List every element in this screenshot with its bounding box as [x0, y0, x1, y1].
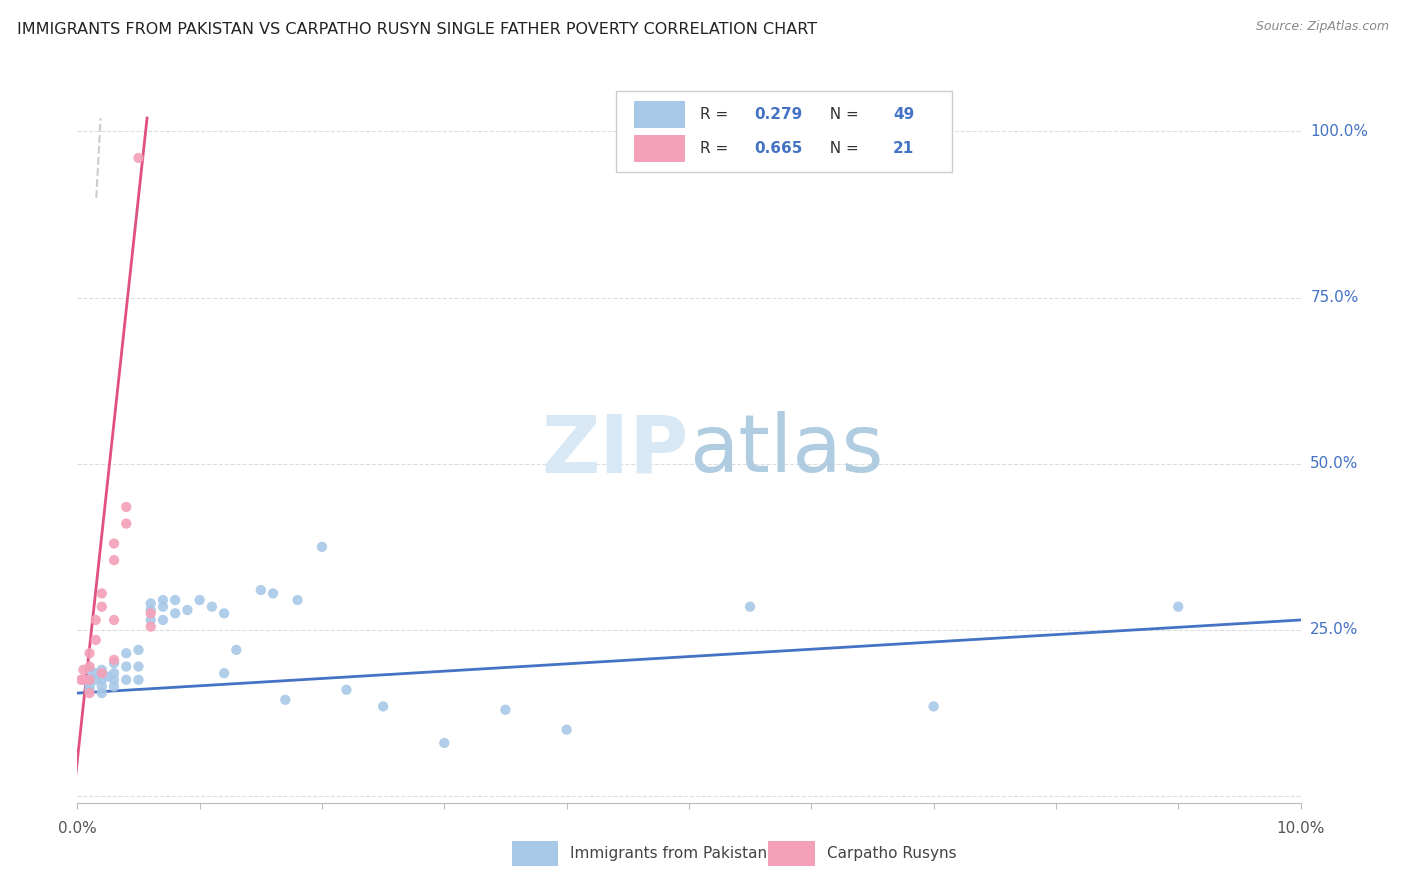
Point — [84, 632, 107, 647]
Point — [90, 663, 112, 677]
Point — [79, 682, 101, 697]
Text: 49: 49 — [893, 107, 914, 122]
Point — [311, 540, 333, 554]
Point — [90, 599, 112, 614]
Point — [139, 607, 162, 621]
Text: IMMIGRANTS FROM PAKISTAN VS CARPATHO RUSYN SINGLE FATHER POVERTY CORRELATION CHA: IMMIGRANTS FROM PAKISTAN VS CARPATHO RUS… — [17, 22, 817, 37]
Point — [335, 682, 357, 697]
Point — [127, 151, 149, 165]
Point — [225, 643, 247, 657]
Text: 50.0%: 50.0% — [1310, 456, 1358, 471]
Point — [139, 619, 162, 633]
Text: 0.0%: 0.0% — [58, 822, 97, 837]
Point — [103, 553, 125, 567]
Point — [103, 653, 125, 667]
Point — [103, 673, 125, 687]
Text: Carpatho Rusyns: Carpatho Rusyns — [827, 846, 957, 861]
Point — [90, 666, 112, 681]
Point — [84, 666, 107, 681]
Point — [115, 516, 138, 531]
Point — [127, 659, 149, 673]
Text: 25.0%: 25.0% — [1310, 623, 1358, 638]
Point — [84, 613, 107, 627]
Point — [90, 686, 112, 700]
Text: Immigrants from Pakistan: Immigrants from Pakistan — [571, 846, 768, 861]
Text: N =: N = — [820, 141, 863, 155]
Point — [152, 613, 174, 627]
Text: R =: R = — [700, 141, 733, 155]
Point — [97, 669, 120, 683]
Point — [79, 673, 101, 687]
Point — [72, 673, 94, 687]
Text: 75.0%: 75.0% — [1310, 290, 1358, 305]
Point — [262, 586, 284, 600]
Point — [90, 680, 112, 694]
Point — [212, 666, 235, 681]
Point — [287, 593, 309, 607]
Point — [152, 593, 174, 607]
Point — [115, 659, 138, 673]
Text: 10.0%: 10.0% — [1277, 822, 1324, 837]
Point — [555, 723, 578, 737]
Point — [103, 666, 125, 681]
Point — [79, 686, 101, 700]
Point — [79, 659, 101, 673]
Point — [922, 699, 945, 714]
Point — [188, 593, 211, 607]
Point — [72, 673, 94, 687]
Point — [165, 593, 187, 607]
Point — [165, 607, 187, 621]
Point — [79, 663, 101, 677]
Text: 0.279: 0.279 — [754, 107, 801, 122]
Point — [79, 646, 101, 660]
Point — [115, 673, 138, 687]
Point — [495, 703, 517, 717]
Text: N =: N = — [820, 107, 863, 122]
Text: atlas: atlas — [689, 411, 883, 490]
Point — [115, 646, 138, 660]
Point — [90, 673, 112, 687]
Point — [201, 599, 224, 614]
Point — [212, 607, 235, 621]
Point — [139, 603, 162, 617]
Bar — [512, 841, 558, 866]
Point — [139, 596, 162, 610]
Point — [72, 663, 94, 677]
Point — [115, 500, 138, 514]
Point — [740, 599, 762, 614]
Point — [90, 586, 112, 600]
Point — [79, 673, 101, 687]
Point — [1167, 599, 1189, 614]
Point — [103, 613, 125, 627]
Point — [127, 643, 149, 657]
Text: R =: R = — [700, 107, 733, 122]
Point — [127, 673, 149, 687]
Text: ZIP: ZIP — [541, 411, 689, 490]
Text: 21: 21 — [893, 141, 914, 155]
Text: 0.665: 0.665 — [754, 141, 803, 155]
Point — [139, 613, 162, 627]
Text: 100.0%: 100.0% — [1310, 124, 1368, 139]
Point — [79, 680, 101, 694]
Point — [103, 536, 125, 550]
Bar — [634, 135, 685, 161]
Point — [70, 673, 93, 687]
Point — [250, 583, 273, 598]
Point — [433, 736, 456, 750]
Point — [103, 656, 125, 670]
FancyBboxPatch shape — [616, 91, 952, 172]
Point — [152, 599, 174, 614]
Point — [103, 680, 125, 694]
Bar — [634, 101, 685, 128]
Point — [176, 603, 198, 617]
Bar — [769, 841, 815, 866]
Point — [274, 692, 297, 706]
Point — [371, 699, 394, 714]
Text: Source: ZipAtlas.com: Source: ZipAtlas.com — [1256, 20, 1389, 33]
Point — [84, 673, 107, 687]
